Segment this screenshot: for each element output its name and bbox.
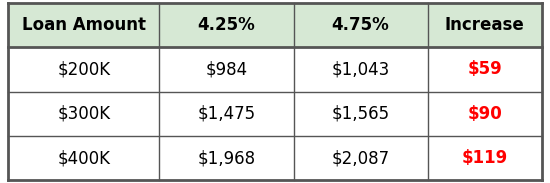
Bar	[8, 47, 159, 92]
Text: Loan Amount: Loan Amount	[22, 16, 146, 34]
Bar	[428, 47, 542, 92]
Bar	[160, 92, 294, 136]
Text: $2,087: $2,087	[332, 149, 389, 167]
Bar	[8, 92, 159, 136]
Bar	[8, 3, 159, 47]
Bar	[294, 3, 428, 47]
Bar	[8, 136, 159, 180]
Bar	[294, 92, 428, 136]
Bar	[428, 136, 542, 180]
Text: $59: $59	[468, 60, 502, 78]
Text: $300K: $300K	[57, 105, 111, 123]
Text: $1,475: $1,475	[197, 105, 256, 123]
Bar	[428, 3, 542, 47]
Text: $119: $119	[461, 149, 508, 167]
Text: $1,968: $1,968	[197, 149, 256, 167]
Text: $400K: $400K	[57, 149, 111, 167]
Text: $200K: $200K	[57, 60, 111, 78]
Text: $1,565: $1,565	[332, 105, 389, 123]
Bar	[428, 92, 542, 136]
Bar	[294, 136, 428, 180]
Bar	[160, 3, 294, 47]
Bar	[160, 136, 294, 180]
Bar	[294, 47, 428, 92]
Text: Increase: Increase	[445, 16, 525, 34]
Text: 4.75%: 4.75%	[332, 16, 389, 34]
Text: $1,043: $1,043	[332, 60, 390, 78]
Bar	[160, 47, 294, 92]
Text: $90: $90	[468, 105, 502, 123]
Text: 4.25%: 4.25%	[197, 16, 255, 34]
Text: $984: $984	[206, 60, 248, 78]
